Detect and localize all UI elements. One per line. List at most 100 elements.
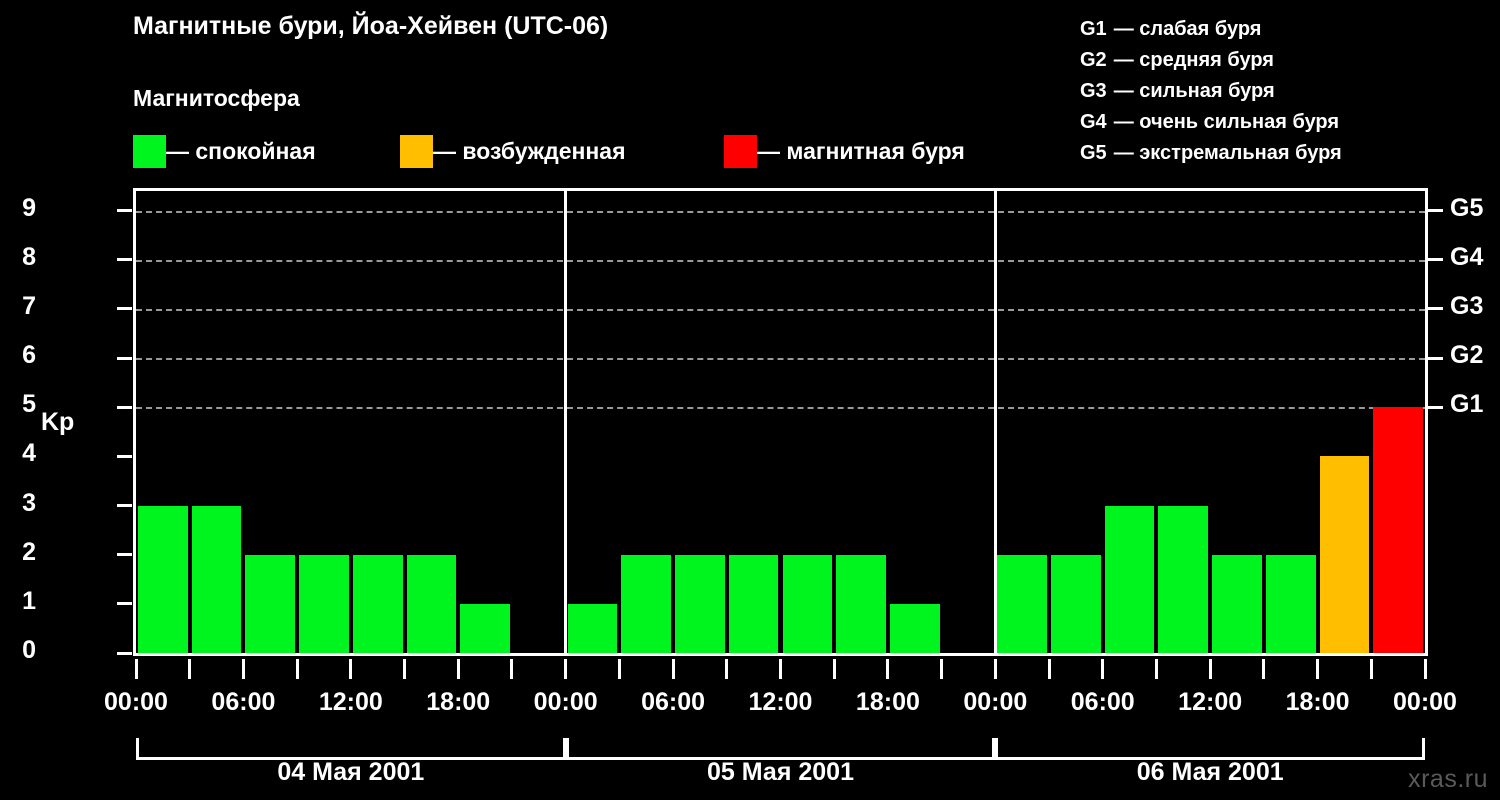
y-axis-tick	[117, 258, 132, 262]
kp-bar	[406, 554, 457, 653]
x-axis-tick	[725, 659, 729, 679]
day-band-label: 06 Мая 2001	[1136, 758, 1284, 786]
y-axis-tick-label: 8	[22, 242, 36, 271]
x-axis-tick-label: 12:00	[748, 688, 813, 716]
x-axis-tick-label: 12:00	[318, 688, 383, 716]
page-title: Магнитные бури, Йоа-Хейвен (UTC-06)	[133, 12, 609, 40]
kp-bar	[782, 554, 833, 653]
x-axis-tick-label: 18:00	[1285, 688, 1350, 716]
legend-swatch-storm	[724, 134, 757, 168]
y-axis-tick-label: 0	[22, 636, 36, 664]
y-axis-title: Kp	[41, 408, 75, 436]
gridline	[136, 308, 1425, 311]
day-band	[136, 738, 566, 760]
kp-bar	[675, 554, 725, 653]
x-axis-tick	[349, 659, 353, 679]
x-axis-tick	[1101, 659, 1105, 679]
gridline	[136, 210, 1425, 213]
x-axis-tick	[940, 659, 944, 679]
y-axis-tick	[117, 454, 132, 458]
x-axis-tick-label: 06:00	[211, 688, 276, 716]
y-axis-tick-label: 7	[22, 291, 36, 320]
y-axis-tick	[117, 651, 132, 655]
x-axis-tick	[779, 659, 782, 679]
g-scale-code: G5	[1080, 142, 1107, 164]
day-band-label: 04 Мая 2001	[277, 758, 425, 786]
y-axis-tick	[117, 553, 132, 557]
x-axis-tick	[403, 659, 407, 679]
x-axis-tick	[295, 659, 299, 679]
day-band	[995, 738, 1425, 760]
kp-bar	[621, 554, 672, 653]
y-axis-tick	[117, 307, 132, 311]
g-scale-legend-row: G1 — слабая буря	[1080, 14, 1495, 45]
x-axis-tick-label: 18:00	[855, 688, 920, 716]
g-axis-tick-label: G2	[1450, 341, 1484, 370]
x-axis-tick	[886, 659, 890, 679]
kp-bar	[1319, 456, 1370, 653]
g-axis-tick-label: G5	[1450, 193, 1484, 222]
x-axis-tick	[1262, 659, 1266, 679]
g-scale-legend-row: G2 — средняя буря	[1080, 45, 1495, 76]
kp-bar	[1158, 505, 1209, 653]
x-axis-tick	[1369, 659, 1373, 679]
kp-bar	[836, 554, 886, 653]
gridline	[136, 407, 1425, 410]
g-scale-legend-row: G3 — сильная буря	[1080, 76, 1495, 107]
x-axis-tick-label: 00:00	[963, 688, 1028, 716]
kp-bar	[1212, 554, 1262, 653]
kp-bar	[460, 603, 510, 653]
x-axis-tick	[241, 659, 245, 679]
x-axis-tick-label: 18:00	[426, 688, 491, 716]
kp-bar	[1373, 407, 1423, 653]
x-axis-tick	[1154, 659, 1158, 679]
kp-bar	[352, 554, 403, 653]
magnetosphere-legend-item: — магнитная буря	[724, 133, 965, 169]
magnetosphere-legend: — спокойная — возбужденная — магнитная бур…	[133, 133, 1053, 169]
g-axis-tick-label: G1	[1450, 390, 1484, 419]
watermark: xras.ru	[1408, 765, 1488, 793]
magnetosphere-legend-label: — магнитная буря	[757, 137, 965, 164]
g-scale-description: — слабая буря	[1113, 18, 1262, 40]
g-axis-tick	[1428, 405, 1443, 409]
x-axis-tick	[188, 659, 192, 679]
y-axis-tick-label: 4	[22, 439, 36, 468]
g-scale-description: — экстремальная буря	[1113, 142, 1342, 164]
g-axis-tick-label: G4	[1450, 242, 1484, 271]
g-scale-code: G3	[1080, 80, 1107, 102]
kp-bar	[1265, 554, 1316, 653]
kp-bar	[245, 554, 296, 653]
x-axis-tick-label: 06:00	[641, 688, 706, 716]
y-axis-tick-label: 1	[22, 586, 36, 615]
x-axis-tick	[564, 659, 568, 679]
kp-bar	[191, 505, 242, 653]
x-axis-tick	[456, 659, 460, 679]
gridline	[136, 358, 1425, 361]
plot-inner	[136, 191, 1425, 653]
plot-area	[133, 188, 1428, 656]
x-axis-tick	[1208, 659, 1212, 679]
x-axis-tick	[832, 659, 836, 679]
g-scale-code: G1	[1080, 18, 1107, 40]
x-axis-tick-label: 00:00	[104, 688, 168, 716]
g-scale-description: — средняя буря	[1113, 49, 1274, 71]
g-axis-tick	[1428, 209, 1443, 213]
legend-swatch-quiet	[133, 134, 166, 168]
y-axis-tick	[117, 405, 132, 409]
kp-bar	[567, 603, 618, 653]
g-scale-legend: G1 — слабая буря G2 — средняя буря G3 — сильн…	[1080, 14, 1495, 169]
y-axis-tick-label: 3	[22, 488, 36, 517]
x-axis-tick	[1047, 659, 1051, 679]
day-band	[565, 738, 996, 760]
x-axis-tick-label: 06:00	[1070, 688, 1135, 716]
x-axis-tick-label: 00:00	[533, 688, 598, 716]
x-axis-tick-label: 12:00	[1178, 688, 1243, 716]
magnetosphere-legend-label: — спокойная	[166, 137, 316, 164]
kp-bar	[889, 603, 940, 653]
y-axis-tick-label: 5	[22, 390, 36, 419]
x-axis-tick	[1423, 659, 1427, 679]
y-axis-tick	[117, 209, 132, 213]
magnetosphere-legend-label: — возбужденная	[433, 137, 626, 164]
kp-bar	[728, 554, 779, 653]
x-axis-tick	[617, 659, 621, 679]
